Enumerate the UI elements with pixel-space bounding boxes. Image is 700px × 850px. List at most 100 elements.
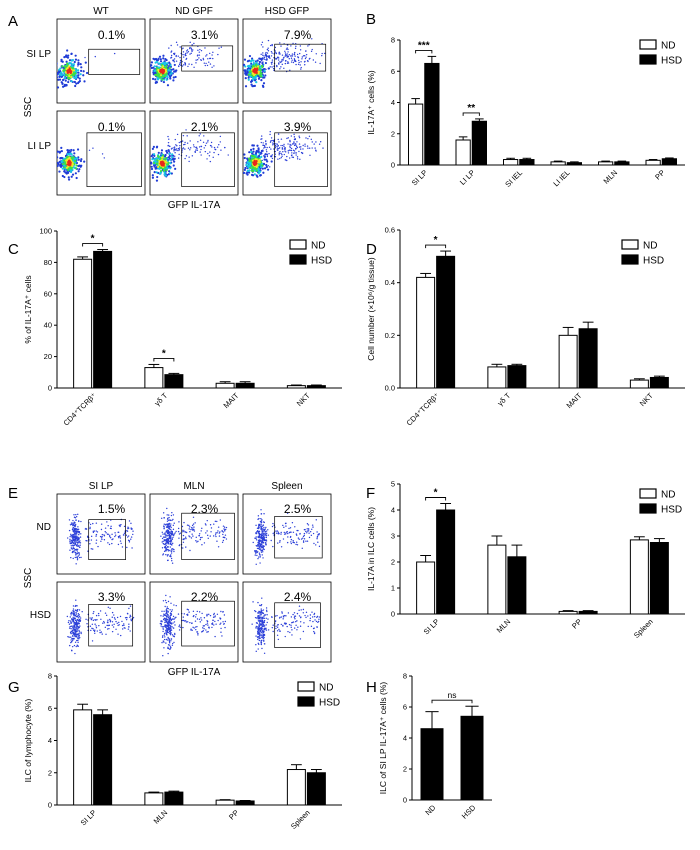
flow-dot — [81, 611, 83, 613]
flow-dot — [209, 52, 211, 55]
flow-dot — [299, 158, 301, 161]
flow-dot — [283, 56, 285, 59]
flow-dot — [219, 531, 221, 533]
flow-dot — [69, 616, 71, 618]
flow-dot — [73, 542, 75, 545]
flow-plot-frame — [56, 493, 146, 575]
flow-gate — [88, 519, 126, 560]
flow-dot — [73, 614, 75, 617]
flow-dot — [168, 62, 170, 64]
flow-dot — [212, 51, 214, 54]
flow-dot — [257, 172, 260, 175]
flow-dot — [243, 168, 246, 171]
flow-dot — [310, 138, 312, 141]
flow-dot — [262, 171, 265, 174]
flow-dot — [86, 535, 89, 538]
chart-c-y-tick-label: 80 — [44, 258, 52, 267]
chart-b-bar — [424, 62, 440, 166]
flow-gate — [274, 516, 323, 559]
flow-dot — [215, 623, 217, 625]
flow-dot — [293, 141, 295, 143]
flow-dot — [285, 151, 287, 153]
flow-dot — [260, 543, 263, 545]
flow-dot — [178, 63, 181, 66]
flow-dot — [209, 57, 211, 60]
flow-dot — [172, 59, 175, 62]
flow-dot — [57, 78, 60, 81]
flow-dot — [263, 643, 266, 645]
flow-dot — [117, 531, 119, 534]
flow-dot — [260, 517, 262, 520]
flow-dot — [175, 604, 177, 607]
flow-dot — [291, 634, 293, 636]
flow-dot — [302, 144, 304, 147]
flow-dot — [74, 84, 77, 88]
flow-dot — [174, 52, 176, 55]
flow-dot — [195, 536, 197, 539]
flow-dot — [72, 522, 74, 524]
flow-dot — [106, 628, 109, 630]
flow-dot — [71, 618, 73, 620]
flow-dot — [57, 66, 58, 68]
flow-dot — [290, 135, 293, 137]
flow-dot — [255, 550, 257, 552]
flow-dot — [126, 546, 128, 549]
flow-dot — [261, 627, 263, 629]
flow-dot — [59, 163, 63, 166]
flow-dot — [255, 537, 257, 540]
flow-dot — [302, 612, 305, 614]
flow-dot — [170, 172, 173, 175]
flow-dot — [170, 550, 172, 553]
flow-dot — [130, 618, 132, 620]
flow-dot — [116, 616, 119, 619]
flow-dot — [167, 529, 170, 532]
flow-dot — [72, 618, 75, 621]
flow-dot — [57, 86, 60, 89]
flow-dot — [220, 631, 222, 633]
flow-dot — [259, 556, 261, 558]
flow-dot — [296, 158, 299, 160]
flow-dot — [299, 625, 302, 627]
flow-dot — [252, 541, 254, 544]
flow-dot — [70, 167, 73, 170]
flow-dot — [211, 146, 213, 148]
flow-dot — [171, 644, 174, 646]
flow-dot — [69, 524, 72, 526]
flow-dot — [259, 57, 262, 60]
flow-dot — [269, 66, 271, 68]
panel-a-label: A — [8, 13, 18, 30]
flow-dot — [281, 54, 284, 56]
flow-dot — [208, 61, 210, 63]
flow-dot — [181, 525, 184, 528]
flow-dot — [119, 615, 122, 618]
flow-dot — [246, 60, 249, 63]
flow-dot — [179, 532, 182, 534]
flow-dot — [262, 149, 264, 151]
flow-dot — [305, 530, 307, 533]
flow-dot — [169, 546, 172, 548]
flow-dot — [260, 641, 262, 643]
flow-dot — [172, 534, 175, 537]
flow-dot — [169, 158, 172, 161]
flow-dot — [72, 544, 74, 547]
flow-dot — [258, 632, 261, 635]
flow-dot — [260, 546, 262, 548]
flow-dot — [162, 164, 165, 167]
flow-dot — [315, 141, 317, 143]
flow-dot — [105, 532, 107, 534]
flow-dot — [260, 535, 263, 537]
flow-dot — [206, 615, 208, 617]
flow-dot — [268, 146, 271, 149]
flow-dot — [264, 539, 266, 541]
flow-dot — [75, 74, 78, 78]
flow-dot — [183, 530, 185, 532]
flow-dot — [284, 635, 286, 638]
chart-b-x-tick-label: SI IEL — [503, 168, 524, 189]
flow-dot — [151, 158, 154, 161]
flow-dot — [224, 146, 226, 149]
flow-dot — [279, 53, 281, 55]
flow-percentage: 2.1% — [191, 120, 219, 134]
flow-dot — [112, 626, 115, 628]
flow-dot — [90, 539, 93, 541]
flow-dot — [132, 616, 135, 619]
